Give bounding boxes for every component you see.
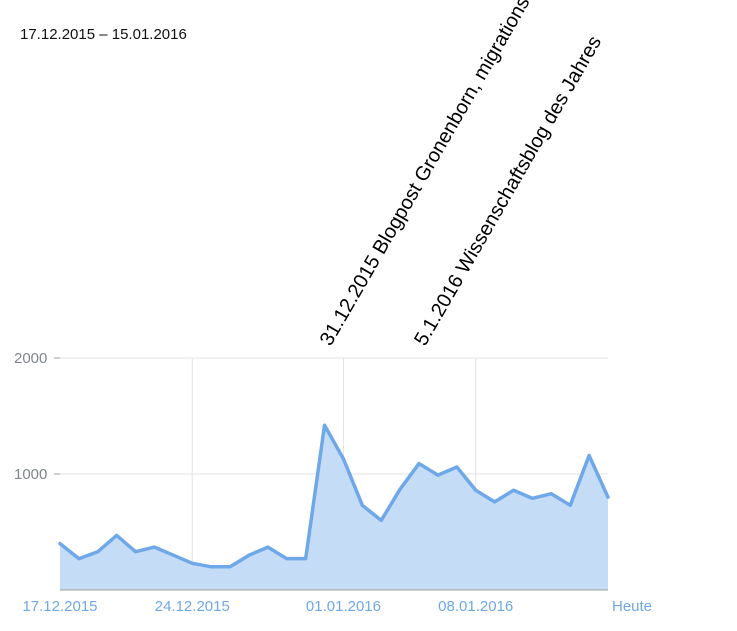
event-annotation-label: 5.1.2016 Wissenschaftsblog des Jahres xyxy=(410,32,606,349)
x-tick-label: Heute xyxy=(612,598,652,615)
data-point xyxy=(398,487,402,491)
x-tick-label: 08.01.2016 xyxy=(438,598,513,615)
data-point xyxy=(304,557,308,561)
data-point xyxy=(549,492,553,496)
data-point xyxy=(247,553,251,557)
x-tick-label: 24.12.2015 xyxy=(155,598,230,615)
data-point xyxy=(171,553,175,557)
data-point xyxy=(417,462,421,466)
series-line xyxy=(58,423,610,569)
y-tick-labels: 2000 1000 xyxy=(14,350,47,483)
data-point xyxy=(77,557,81,561)
data-point xyxy=(436,473,440,477)
data-point xyxy=(266,545,270,549)
data-point xyxy=(323,423,327,427)
data-point xyxy=(530,496,534,500)
x-tick-label: 17.12.2015 xyxy=(22,598,97,615)
data-point xyxy=(455,465,459,469)
data-point xyxy=(493,500,497,504)
date-range-label: 17.12.2015 – 15.01.2016 xyxy=(20,26,187,43)
y-tick-label: 1000 xyxy=(14,466,47,483)
data-point xyxy=(587,453,591,457)
data-point xyxy=(568,503,572,507)
data-point xyxy=(115,533,119,537)
data-point xyxy=(285,557,289,561)
data-point xyxy=(96,550,100,554)
data-point xyxy=(379,518,383,522)
data-point xyxy=(134,550,138,554)
data-point xyxy=(209,565,213,569)
data-point xyxy=(360,503,364,507)
data-point xyxy=(58,542,62,546)
data-point xyxy=(606,495,610,499)
data-point xyxy=(474,488,478,492)
annotations: 31.12.2015 Blogpost Gronenborn, migratio… xyxy=(316,0,606,349)
axes xyxy=(54,357,608,591)
data-point xyxy=(512,488,516,492)
event-annotation-label: 31.12.2015 Blogpost Gronenborn, migratio… xyxy=(316,0,535,349)
series-area-fill xyxy=(60,425,608,590)
data-point xyxy=(152,545,156,549)
data-point xyxy=(190,561,194,565)
y-tick-label: 2000 xyxy=(14,350,47,367)
data-point xyxy=(341,457,345,461)
data-point xyxy=(228,565,232,569)
x-tick-labels: 17.12.2015 24.12.2015 01.01.2016 08.01.2016… xyxy=(22,598,652,615)
x-tick-label: 01.01.2016 xyxy=(306,598,381,615)
